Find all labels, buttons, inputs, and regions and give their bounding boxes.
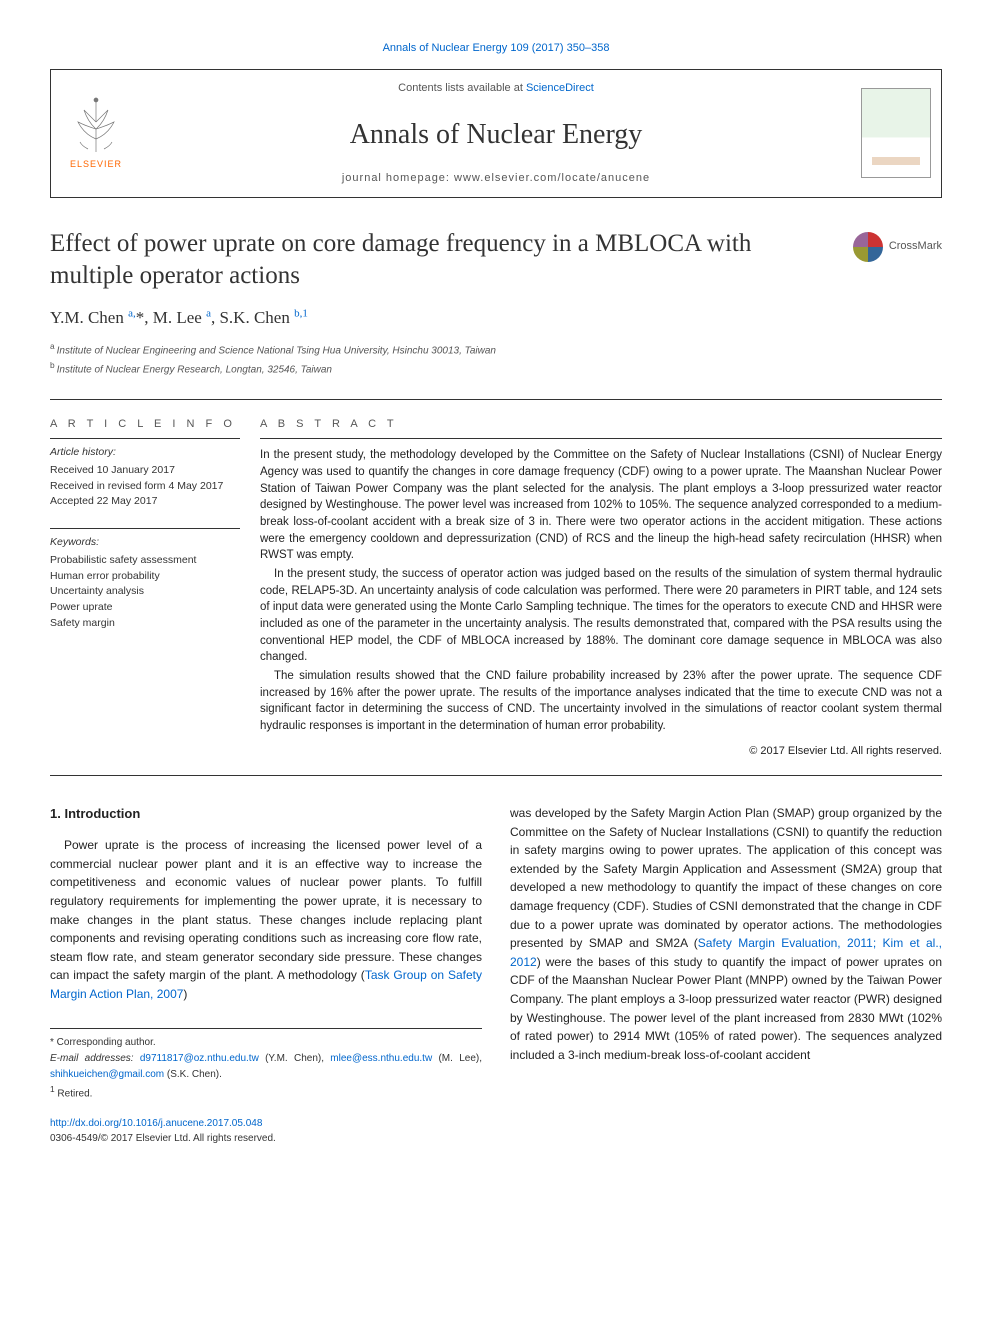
history-line: Received in revised form 4 May 2017	[50, 479, 240, 495]
keywords-label: Keywords:	[50, 535, 240, 551]
affiliation-a: aInstitute of Nuclear Engineering and Sc…	[50, 340, 942, 359]
emails-label: E-mail addresses:	[50, 1053, 134, 1064]
intro-right-pre: was developed by the Safety Margin Actio…	[510, 806, 942, 950]
doi-link[interactable]: http://dx.doi.org/10.1016/j.anucene.2017…	[50, 1118, 262, 1129]
footnote-1: 1 Retired.	[50, 1083, 482, 1102]
abstract-paragraph: In the present study, the methodology de…	[260, 447, 942, 564]
article-title: Effect of power uprate on core damage fr…	[50, 228, 833, 293]
body-left-column: 1. Introduction Power uprate is the proc…	[50, 804, 482, 1147]
abstract-copyright: © 2017 Elsevier Ltd. All rights reserved…	[260, 743, 942, 760]
body-right-column: was developed by the Safety Margin Actio…	[510, 804, 942, 1147]
history-label: Article history:	[50, 445, 240, 461]
keyword: Power uprate	[50, 600, 240, 616]
info-abstract-block: a r t i c l e i n f o Article history: R…	[50, 399, 942, 776]
journal-header: ELSEVIER Contents lists available at Sci…	[50, 69, 942, 198]
info-rule-2	[50, 528, 240, 529]
title-row: Effect of power uprate on core damage fr…	[50, 228, 942, 293]
author-email-link[interactable]: shihkueichen@gmail.com	[50, 1069, 164, 1080]
keyword: Uncertainty analysis	[50, 584, 240, 600]
intro-paragraph-right: was developed by the Safety Margin Actio…	[510, 804, 942, 1064]
citation-line: Annals of Nuclear Energy 109 (2017) 350–…	[50, 40, 942, 57]
intro-paragraph-left: Power uprate is the process of increasin…	[50, 836, 482, 1003]
keyword: Safety margin	[50, 616, 240, 632]
author-email-link[interactable]: d9711817@oz.nthu.edu.tw	[140, 1053, 259, 1064]
history-line: Accepted 22 May 2017	[50, 494, 240, 510]
abstract-heading: a b s t r a c t	[260, 416, 942, 433]
journal-cover-icon	[861, 88, 931, 178]
affiliation-b: bInstitute of Nuclear Energy Research, L…	[50, 359, 942, 378]
article-history: Article history: Received 10 January 201…	[50, 445, 240, 510]
abstract-column: a b s t r a c t In the present study, th…	[260, 416, 942, 759]
abstract-rule	[260, 438, 942, 439]
contents-prefix: Contents lists available at	[398, 82, 526, 94]
intro-right-post: ) were the bases of this study to quanti…	[510, 955, 942, 1062]
article-info-column: a r t i c l e i n f o Article history: R…	[50, 416, 260, 759]
crossmark-badge[interactable]: CrossMark	[853, 232, 942, 262]
cover-thumbnail-block	[851, 70, 941, 197]
keyword: Probabilistic safety assessment	[50, 553, 240, 569]
article-info-heading: a r t i c l e i n f o	[50, 416, 240, 433]
footnotes: * Corresponding author. E-mail addresses…	[50, 1028, 482, 1102]
affiliations: aInstitute of Nuclear Engineering and Sc…	[50, 340, 942, 379]
corresponding-author-note: * Corresponding author.	[50, 1035, 482, 1051]
abstract-paragraph: The simulation results showed that the C…	[260, 668, 942, 735]
crossmark-label: CrossMark	[889, 238, 942, 255]
section-number: 1.	[50, 806, 61, 821]
page: Annals of Nuclear Energy 109 (2017) 350–…	[0, 0, 992, 1177]
section-title: Introduction	[64, 806, 140, 821]
email-addresses: E-mail addresses: d9711817@oz.nthu.edu.t…	[50, 1051, 482, 1083]
section-heading: 1. Introduction	[50, 804, 482, 824]
history-line: Received 10 January 2017	[50, 463, 240, 479]
intro-left-tail: )	[183, 987, 187, 1001]
publisher-name: ELSEVIER	[70, 158, 122, 172]
authors-line: Y.M. Chen a,*, M. Lee a, S.K. Chen b,1	[50, 305, 942, 331]
intro-left-text: Power uprate is the process of increasin…	[50, 838, 482, 982]
issn-copyright: 0306-4549/© 2017 Elsevier Ltd. All right…	[50, 1131, 482, 1147]
footer-meta: http://dx.doi.org/10.1016/j.anucene.2017…	[50, 1116, 482, 1147]
publisher-logo-block: ELSEVIER	[51, 70, 141, 197]
info-rule	[50, 438, 240, 439]
journal-name: Annals of Nuclear Energy	[161, 114, 831, 156]
homepage-prefix: journal homepage:	[342, 172, 454, 184]
contents-available-line: Contents lists available at ScienceDirec…	[161, 80, 831, 97]
keyword: Human error probability	[50, 569, 240, 585]
sciencedirect-link[interactable]: ScienceDirect	[526, 82, 594, 94]
abstract-paragraph: In the present study, the success of ope…	[260, 566, 942, 666]
header-center: Contents lists available at ScienceDirec…	[141, 70, 851, 197]
elsevier-tree-icon	[66, 94, 126, 154]
keywords-block: Keywords: Probabilistic safety assessmen…	[50, 535, 240, 632]
crossmark-icon	[853, 232, 883, 262]
author-email-link[interactable]: mlee@ess.nthu.edu.tw	[330, 1053, 432, 1064]
journal-homepage-line: journal homepage: www.elsevier.com/locat…	[161, 170, 831, 187]
body-columns: 1. Introduction Power uprate is the proc…	[50, 804, 942, 1147]
homepage-url: www.elsevier.com/locate/anucene	[454, 172, 650, 184]
